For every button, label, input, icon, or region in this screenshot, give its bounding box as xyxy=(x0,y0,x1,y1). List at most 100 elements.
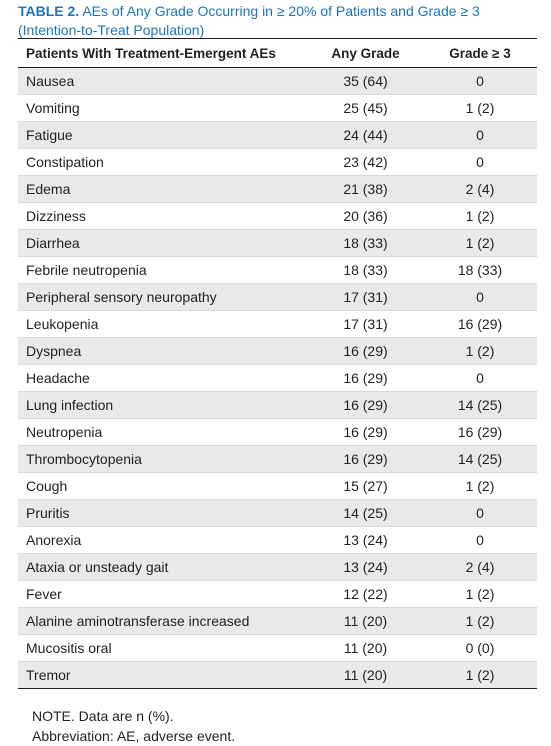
table-body: Nausea 35 (64) 0 Vomiting 25 (45) 1 (2) Fatigu… xyxy=(18,67,537,689)
any-grade-cell: 14 (25) xyxy=(308,499,423,527)
grade-3-cell: 1 (2) xyxy=(423,94,537,122)
any-grade-cell: 15 (27) xyxy=(308,472,423,500)
event-name-cell: Cough xyxy=(18,472,308,500)
column-header-grade-3: Grade ≥ 3 xyxy=(423,38,537,68)
event-name-cell: Headache xyxy=(18,364,308,392)
table-row: Thrombocytopenia 16 (29) 14 (25) xyxy=(18,445,537,473)
any-grade-cell: 16 (29) xyxy=(308,445,423,473)
table-row: Ataxia or unsteady gait 13 (24) 2 (4) xyxy=(18,553,537,581)
table-label: TABLE 2. xyxy=(18,3,80,19)
event-name-cell: Tremor xyxy=(18,661,308,689)
grade-3-cell: 1 (2) xyxy=(423,229,537,257)
grade-3-cell: 2 (4) xyxy=(423,553,537,581)
table-row: Alanine aminotransferase increased 11 (20… xyxy=(18,607,537,635)
table-row: Pruritis 14 (25) 0 xyxy=(18,499,537,527)
any-grade-cell: 11 (20) xyxy=(308,607,423,635)
table-row: Edema 21 (38) 2 (4) xyxy=(18,175,537,203)
table-row: Dizziness 20 (36) 1 (2) xyxy=(18,202,537,230)
event-name-cell: Anorexia xyxy=(18,526,308,554)
any-grade-cell: 24 (44) xyxy=(308,121,423,149)
any-grade-cell: 13 (24) xyxy=(308,526,423,554)
column-header-event: Patients With Treatment-Emergent AEs xyxy=(18,38,308,68)
table-row: Fever 12 (22) 1 (2) xyxy=(18,580,537,608)
event-name-cell: Edema xyxy=(18,175,308,203)
event-name-cell: Nausea xyxy=(18,67,308,95)
abbreviation-text: Abbreviation: AE, adverse event. xyxy=(32,728,236,744)
table-notes: NOTE. Data are n (%). Abbreviation: AE, … xyxy=(32,706,532,746)
any-grade-cell: 23 (42) xyxy=(308,148,423,176)
grade-3-cell: 1 (2) xyxy=(423,202,537,230)
table-row: Fatigue 24 (44) 0 xyxy=(18,121,537,149)
grade-3-cell: 1 (2) xyxy=(423,472,537,500)
any-grade-cell: 35 (64) xyxy=(308,67,423,95)
table-row: Cough 15 (27) 1 (2) xyxy=(18,472,537,500)
event-name-cell: Fever xyxy=(18,580,308,608)
event-name-cell: Fatigue xyxy=(18,121,308,149)
table-row: Vomiting 25 (45) 1 (2) xyxy=(18,94,537,122)
event-name-cell: Pruritis xyxy=(18,499,308,527)
note-text: NOTE. Data are n (%). xyxy=(32,708,174,724)
grade-3-cell: 16 (29) xyxy=(423,310,537,338)
grade-3-cell: 0 xyxy=(423,499,537,527)
grade-3-cell: 0 xyxy=(423,67,537,95)
table-row: Lung infection 16 (29) 14 (25) xyxy=(18,391,537,419)
any-grade-cell: 17 (31) xyxy=(308,283,423,311)
table-row: Dyspnea 16 (29) 1 (2) xyxy=(18,337,537,365)
grade-3-cell: 0 xyxy=(423,526,537,554)
table-title: AEs of Any Grade Occurring in ≥ 20% of P… xyxy=(18,3,480,38)
grade-3-cell: 18 (33) xyxy=(423,256,537,284)
table-header-row: Patients With Treatment-Emergent AEs Any… xyxy=(18,38,537,68)
table-row: Peripheral sensory neuropathy 17 (31) 0 xyxy=(18,283,537,311)
grade-3-cell: 1 (2) xyxy=(423,661,537,689)
event-name-cell: Febrile neutropenia xyxy=(18,256,308,284)
table-row: Leukopenia 17 (31) 16 (29) xyxy=(18,310,537,338)
event-name-cell: Dyspnea xyxy=(18,337,308,365)
any-grade-cell: 18 (33) xyxy=(308,229,423,257)
table-row: Diarrhea 18 (33) 1 (2) xyxy=(18,229,537,257)
event-name-cell: Dizziness xyxy=(18,202,308,230)
any-grade-cell: 11 (20) xyxy=(308,661,423,689)
grade-3-cell: 0 xyxy=(423,364,537,392)
any-grade-cell: 20 (36) xyxy=(308,202,423,230)
event-name-cell: Vomiting xyxy=(18,94,308,122)
table-row: Nausea 35 (64) 0 xyxy=(18,67,537,95)
grade-3-cell: 14 (25) xyxy=(423,391,537,419)
grade-3-cell: 0 xyxy=(423,148,537,176)
any-grade-cell: 18 (33) xyxy=(308,256,423,284)
any-grade-cell: 17 (31) xyxy=(308,310,423,338)
any-grade-cell: 16 (29) xyxy=(308,391,423,419)
grade-3-cell: 14 (25) xyxy=(423,445,537,473)
any-grade-cell: 25 (45) xyxy=(308,94,423,122)
event-name-cell: Alanine aminotransferase increased xyxy=(18,607,308,635)
table-caption: TABLE 2. AEs of Any Grade Occurring in ≥… xyxy=(18,2,538,40)
event-name-cell: Neutropenia xyxy=(18,418,308,446)
event-name-cell: Constipation xyxy=(18,148,308,176)
table-row: Mucositis oral 11 (20) 0 (0) xyxy=(18,634,537,662)
grade-3-cell: 0 xyxy=(423,121,537,149)
any-grade-cell: 21 (38) xyxy=(308,175,423,203)
event-name-cell: Leukopenia xyxy=(18,310,308,338)
event-name-cell: Peripheral sensory neuropathy xyxy=(18,283,308,311)
grade-3-cell: 1 (2) xyxy=(423,607,537,635)
event-name-cell: Mucositis oral xyxy=(18,634,308,662)
any-grade-cell: 12 (22) xyxy=(308,580,423,608)
any-grade-cell: 11 (20) xyxy=(308,634,423,662)
any-grade-cell: 16 (29) xyxy=(308,337,423,365)
table-row: Tremor 11 (20) 1 (2) xyxy=(18,661,537,689)
column-header-any-grade: Any Grade xyxy=(308,38,423,68)
table-row: Neutropenia 16 (29) 16 (29) xyxy=(18,418,537,446)
grade-3-cell: 0 (0) xyxy=(423,634,537,662)
table-row: Febrile neutropenia 18 (33) 18 (33) xyxy=(18,256,537,284)
grade-3-cell: 1 (2) xyxy=(423,337,537,365)
event-name-cell: Diarrhea xyxy=(18,229,308,257)
grade-3-cell: 2 (4) xyxy=(423,175,537,203)
table-row: Anorexia 13 (24) 0 xyxy=(18,526,537,554)
grade-3-cell: 16 (29) xyxy=(423,418,537,446)
grade-3-cell: 0 xyxy=(423,283,537,311)
event-name-cell: Thrombocytopenia xyxy=(18,445,308,473)
any-grade-cell: 16 (29) xyxy=(308,364,423,392)
adverse-events-table: Patients With Treatment-Emergent AEs Any… xyxy=(18,38,537,689)
any-grade-cell: 13 (24) xyxy=(308,553,423,581)
event-name-cell: Ataxia or unsteady gait xyxy=(18,553,308,581)
